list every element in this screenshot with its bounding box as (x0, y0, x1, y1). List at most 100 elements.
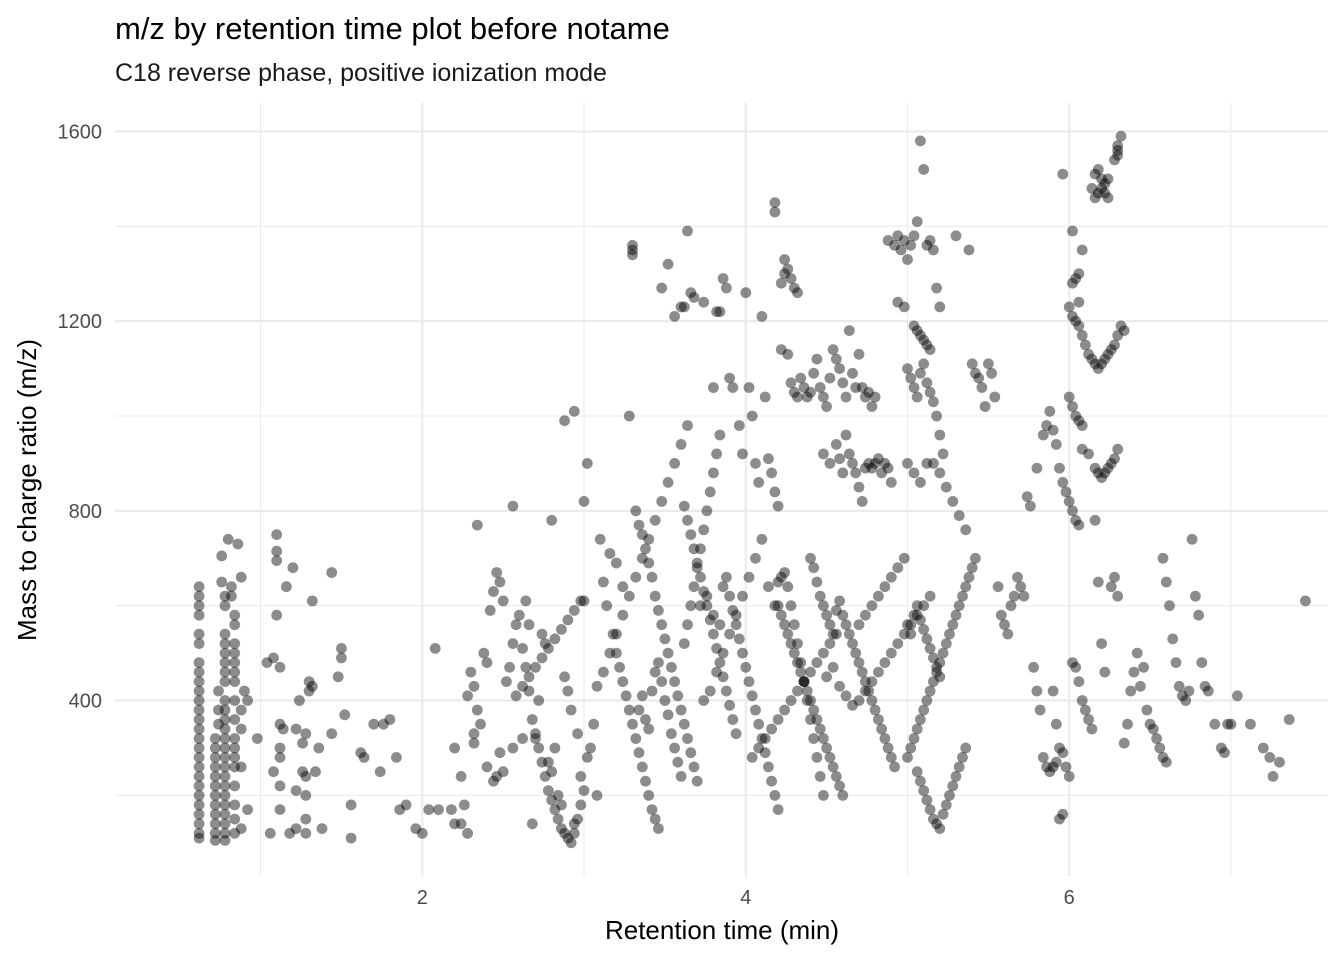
data-point (636, 690, 648, 702)
data-point (714, 306, 726, 318)
data-point (911, 609, 923, 621)
data-point (649, 666, 661, 678)
data-point (562, 685, 574, 697)
data-point (805, 552, 816, 564)
data-point (811, 353, 823, 365)
y-tick-label: 1600 (58, 121, 103, 143)
data-point (1070, 514, 1082, 526)
data-point (601, 600, 613, 612)
data-point (717, 671, 729, 683)
data-point (488, 775, 499, 787)
data-point (902, 363, 913, 374)
data-point (818, 600, 829, 612)
data-point (753, 477, 765, 488)
data-point (947, 780, 959, 792)
data-point (1232, 690, 1243, 702)
data-point (229, 780, 241, 792)
data-point (908, 733, 920, 744)
data-point (533, 695, 545, 706)
data-point (193, 827, 205, 839)
data-point (659, 633, 671, 645)
data-point (940, 481, 952, 493)
data-point (1186, 533, 1198, 545)
data-point (271, 529, 283, 540)
data-point (966, 358, 978, 370)
data-point (1076, 695, 1088, 706)
data-point (795, 372, 807, 384)
data-point (546, 514, 558, 526)
data-point (297, 766, 308, 778)
data-point (763, 761, 774, 773)
data-point (1063, 771, 1075, 782)
data-point (614, 661, 625, 673)
data-point (727, 714, 739, 725)
data-point (1109, 571, 1120, 583)
data-point (879, 458, 891, 469)
data-point (536, 628, 548, 640)
data-point (1083, 448, 1094, 460)
data-point (979, 401, 991, 412)
data-point (659, 695, 671, 706)
data-point (811, 752, 823, 763)
data-point (235, 761, 247, 773)
data-point (546, 766, 558, 778)
data-point (193, 771, 205, 782)
data-point (873, 590, 884, 602)
data-point (918, 704, 930, 716)
data-point (604, 548, 616, 559)
data-point (698, 524, 710, 536)
data-point (1222, 718, 1234, 730)
data-point (860, 462, 871, 474)
data-point (235, 723, 247, 735)
data-point (743, 382, 755, 393)
data-point (581, 458, 593, 469)
data-point (1099, 178, 1111, 190)
data-point (885, 571, 897, 583)
data-point (1028, 661, 1039, 673)
data-point (860, 609, 871, 621)
data-point (1112, 145, 1124, 156)
data-point (1112, 443, 1124, 455)
data-point (1067, 311, 1078, 322)
data-point (300, 771, 312, 782)
data-point (746, 690, 758, 702)
data-point (798, 382, 810, 393)
data-point (724, 628, 735, 640)
data-point (1086, 353, 1098, 365)
data-point (1031, 462, 1043, 474)
data-point (924, 685, 936, 697)
data-point (636, 761, 648, 773)
data-point (756, 311, 768, 322)
data-point (449, 818, 460, 830)
data-point (446, 804, 457, 815)
data-point (1070, 661, 1082, 673)
data-point (824, 619, 836, 631)
data-point (559, 827, 570, 839)
data-point (892, 638, 904, 649)
data-point (1092, 164, 1104, 175)
data-point (970, 367, 981, 379)
data-point (908, 467, 920, 479)
data-point (821, 742, 832, 754)
data-point (769, 206, 781, 218)
data-point (921, 633, 933, 645)
data-point (219, 590, 231, 602)
data-point (698, 296, 710, 308)
data-point (721, 571, 732, 583)
data-point (1086, 723, 1098, 735)
data-point (892, 230, 904, 242)
data-point (633, 519, 645, 531)
data-point (866, 401, 878, 412)
data-point (611, 628, 622, 640)
data-point (860, 391, 871, 403)
y-tick-label: 1200 (58, 311, 103, 333)
data-point (672, 690, 684, 702)
data-point (530, 661, 541, 673)
data-point (575, 771, 587, 782)
data-point (999, 619, 1010, 631)
data-point (798, 676, 810, 687)
y-tick-label: 400 (69, 691, 102, 713)
data-point (918, 334, 930, 346)
data-point (695, 571, 706, 583)
data-point (973, 372, 985, 384)
